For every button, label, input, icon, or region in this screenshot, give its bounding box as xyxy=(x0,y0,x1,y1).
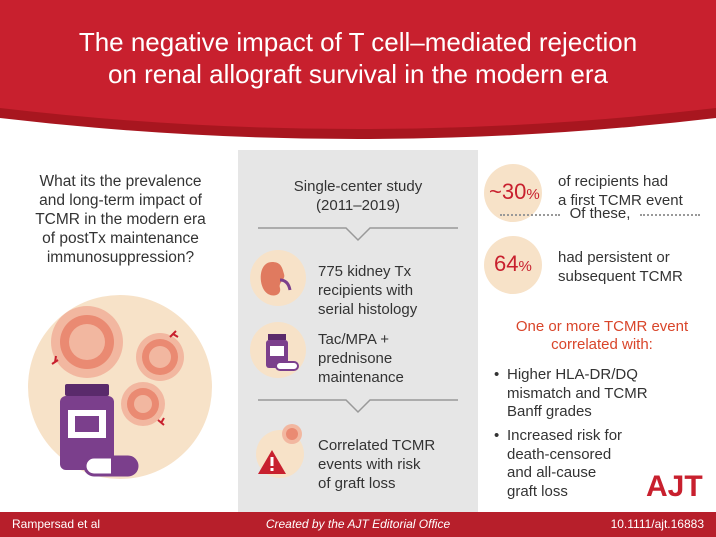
correlation-line: correlated with: xyxy=(551,336,653,353)
bullet-line: Increased risk for xyxy=(507,427,623,444)
bullet-line: death-censored xyxy=(507,445,612,463)
stat-line: of recipients had xyxy=(558,173,669,190)
mid-item-line: events with risk xyxy=(318,456,421,473)
stat-text-first: of recipients had a first TCMR event xyxy=(558,172,683,210)
stat-value: ~30 xyxy=(489,179,527,204)
pill-bottle-icon xyxy=(60,384,114,470)
mid-item-line: serial histology xyxy=(318,301,418,318)
mid-item-line: prednisone xyxy=(318,350,393,367)
bullet-hla-mismatch: Higher HLA-DR/DQ mismatch and TCMR Banff… xyxy=(494,366,712,422)
bullet-line: Banff grades xyxy=(507,403,592,420)
mid-item-line: recipients with xyxy=(318,282,414,299)
footer-bar xyxy=(0,512,716,537)
divider-arrow xyxy=(258,399,458,414)
study-line: Single-center study xyxy=(293,178,423,195)
correlation-heading: One or more TCMR event correlated with: xyxy=(488,318,716,354)
warning-icon xyxy=(256,424,304,478)
divider-arrow xyxy=(258,227,458,242)
stat-unit: % xyxy=(526,186,540,203)
dotted-line xyxy=(500,214,560,216)
footer-credit: Created by the AJT Editorial Office xyxy=(265,517,451,531)
cells-and-medication-illustration xyxy=(28,295,212,479)
study-design: Single-center study (2011–2019) xyxy=(238,177,478,215)
mid-item-graft-loss: Correlated TCMR events with risk of graf… xyxy=(318,436,435,493)
mid-item-line: of graft loss xyxy=(318,475,396,492)
mid-item-line: 775 kidney Tx xyxy=(318,263,412,280)
dotted-line xyxy=(640,214,700,216)
bullet-line: graft loss xyxy=(507,482,568,500)
mid-item-line: Correlated TCMR xyxy=(318,437,436,454)
background-circle xyxy=(28,295,212,479)
t-cell-icon xyxy=(121,382,165,426)
stat-number-64: 64% xyxy=(494,251,532,277)
correlation-line: One or more TCMR event xyxy=(515,318,689,335)
bullet-graft-loss-risk: Increased risk for death-censored and al… xyxy=(494,427,712,501)
stat-line: subsequent TCMR xyxy=(558,268,683,285)
pill-capsule-icon xyxy=(83,455,139,477)
bullet-line: Higher HLA-DR/DQ xyxy=(507,366,638,383)
bullet-line: mismatch and TCMR xyxy=(507,384,648,402)
t-cell-icon xyxy=(136,330,184,381)
medication-icon xyxy=(250,322,306,378)
mid-item-maintenance: Tac/MPA + prednisone maintenance xyxy=(318,330,404,387)
bullet-line: and all-cause xyxy=(507,464,597,481)
t-cell-icon xyxy=(51,306,123,378)
question-line: immunosuppression? xyxy=(46,249,195,266)
question-line: TCMR in the modern era xyxy=(35,211,206,228)
header-banner xyxy=(0,0,716,139)
ajt-logo: AJT xyxy=(646,470,703,503)
question-line: of postTx maintenance xyxy=(42,230,199,247)
research-question: What its the prevalence and long-term im… xyxy=(8,172,233,267)
stat-value: 64 xyxy=(494,251,519,276)
study-line: (2011–2019) xyxy=(316,197,400,214)
stat-text-persistent: had persistent or subsequent TCMR xyxy=(558,248,683,286)
kidney-icon xyxy=(250,250,306,306)
page-title: The negative impact of T cell–mediated r… xyxy=(0,26,716,90)
footer-doi: 10.1111/ajt.16883 xyxy=(610,517,704,531)
stat-number-30: ~30% xyxy=(489,179,540,205)
stat-line: a first TCMR event xyxy=(558,192,683,209)
question-line: and long-term impact of xyxy=(39,192,202,209)
stat-circle xyxy=(484,236,542,294)
stat-circle xyxy=(484,164,542,222)
mid-item-line: Tac/MPA + xyxy=(318,331,390,348)
stat-unit: % xyxy=(518,258,532,275)
footer-authors: Rampersad et al xyxy=(12,517,101,531)
title-line-2: on renal allograft survival in the moder… xyxy=(107,59,609,89)
of-these-label: Of these, xyxy=(569,205,631,222)
mid-item-recipients: 775 kidney Tx recipients with serial his… xyxy=(318,262,417,319)
mid-item-line: maintenance xyxy=(318,369,404,386)
title-line-1: The negative impact of T cell–mediated r… xyxy=(78,27,638,57)
question-line: What its the prevalence xyxy=(39,173,202,190)
stat-line: had persistent or xyxy=(558,249,670,266)
